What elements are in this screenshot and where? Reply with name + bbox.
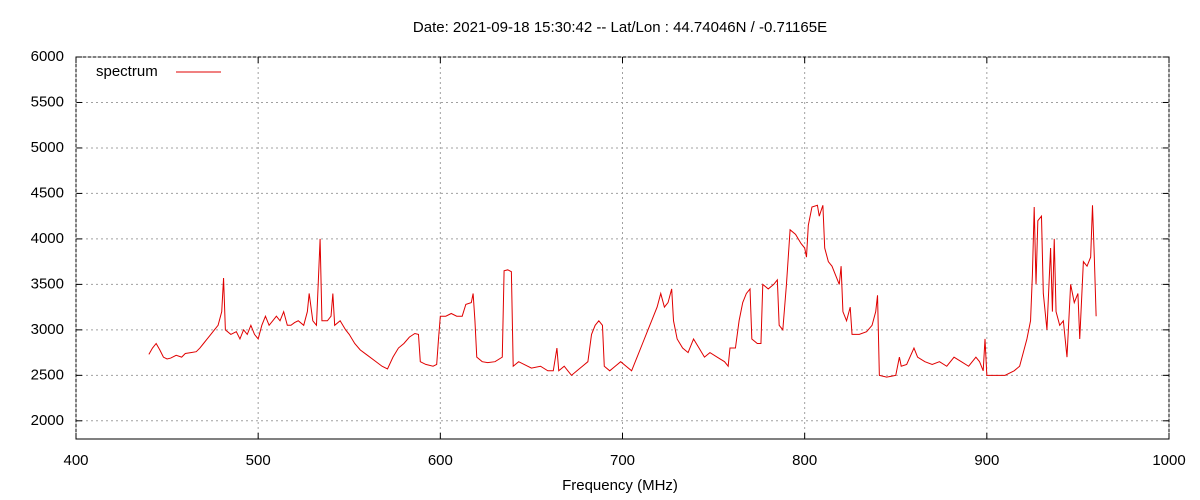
x-tick-label: 500 xyxy=(246,452,271,469)
y-tick-label: 4500 xyxy=(31,184,64,201)
y-tick-label: 6000 xyxy=(31,48,64,65)
y-tick-label: 3500 xyxy=(31,275,64,292)
y-tick-label: 5000 xyxy=(31,139,64,156)
y-tick-label: 3000 xyxy=(31,321,64,338)
x-tick-label: 900 xyxy=(974,452,999,469)
x-tick-label: 400 xyxy=(63,452,88,469)
x-tick-label: 600 xyxy=(428,452,453,469)
x-tick-label: 700 xyxy=(610,452,635,469)
y-tick-label: 2500 xyxy=(31,366,64,383)
y-tick-label: 5500 xyxy=(31,93,64,110)
x-tick-label: 800 xyxy=(792,452,817,469)
legend-label: spectrum xyxy=(96,63,158,80)
series-line xyxy=(148,204,1097,378)
x-axis-label: Frequency (MHz) xyxy=(562,477,678,494)
chart-title: Date: 2021-09-18 15:30:42 -- Lat/Lon : 4… xyxy=(413,19,827,36)
y-tick-label: 4000 xyxy=(31,230,64,247)
y-tick-label: 2000 xyxy=(31,412,64,429)
x-tick-label: 1000 xyxy=(1152,452,1185,469)
